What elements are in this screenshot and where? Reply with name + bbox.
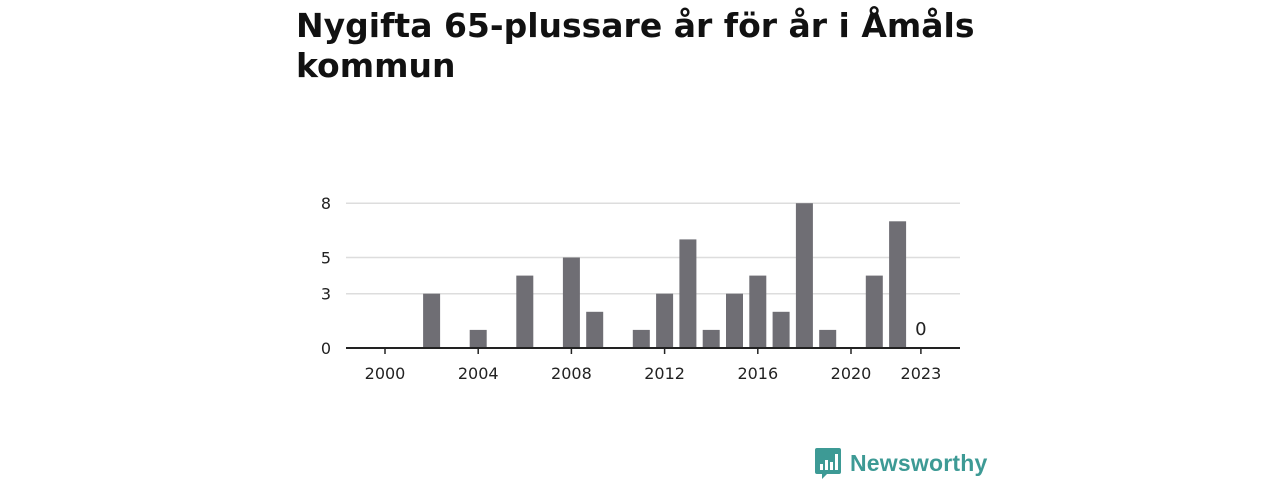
bar-2019 [819,329,837,348]
bar-2006 [516,275,534,348]
y-tick-label: 8 [321,194,331,213]
gridlines [346,202,960,295]
y-axis-tick-labels: 0 3 5 8 [321,194,331,358]
y-tick-label: 0 [321,339,331,358]
bar-2015 [726,293,743,348]
bar-2016 [749,275,767,348]
bar-2008 [562,257,580,348]
annotations: 0 [915,319,926,340]
x-tick-label: 2004 [458,364,499,383]
chart-title: Nygifta 65-plussare år för år i Åmåls ko… [296,6,975,85]
x-axis-tick-labels: 2000 2004 2008 2012 2016 2020 2023 [365,348,942,383]
bar-2011 [632,329,650,348]
bar-2012 [656,293,674,348]
x-tick-label: 2000 [365,364,406,383]
bar-2002 [423,293,441,348]
y-tick-label: 3 [321,285,331,304]
data-label: 0 [915,319,926,340]
newsworthy-logo: Newsworthy [814,446,987,480]
brand-name: Newsworthy [850,449,988,476]
x-tick-label: 2008 [551,364,592,383]
y-tick-label: 5 [321,249,331,268]
x-tick-label: 2023 [901,364,942,383]
bar-2014 [702,329,720,348]
bar-2017 [772,311,790,348]
bar-2013 [679,239,697,348]
bar-2004 [469,329,487,348]
bar-chart-speech-bubble-icon [815,448,841,479]
bar-2022 [889,221,907,348]
bar-chart: 2000 2004 2008 2012 2016 2020 2023 0 3 5 8 0 [321,194,960,383]
bar-2018 [795,203,813,348]
bar-2021 [865,275,883,348]
x-tick-label: 2012 [644,364,685,383]
x-tick-label: 2020 [831,364,872,383]
bar-2009 [586,311,604,348]
bar-series [423,203,907,348]
x-tick-label: 2016 [737,364,778,383]
